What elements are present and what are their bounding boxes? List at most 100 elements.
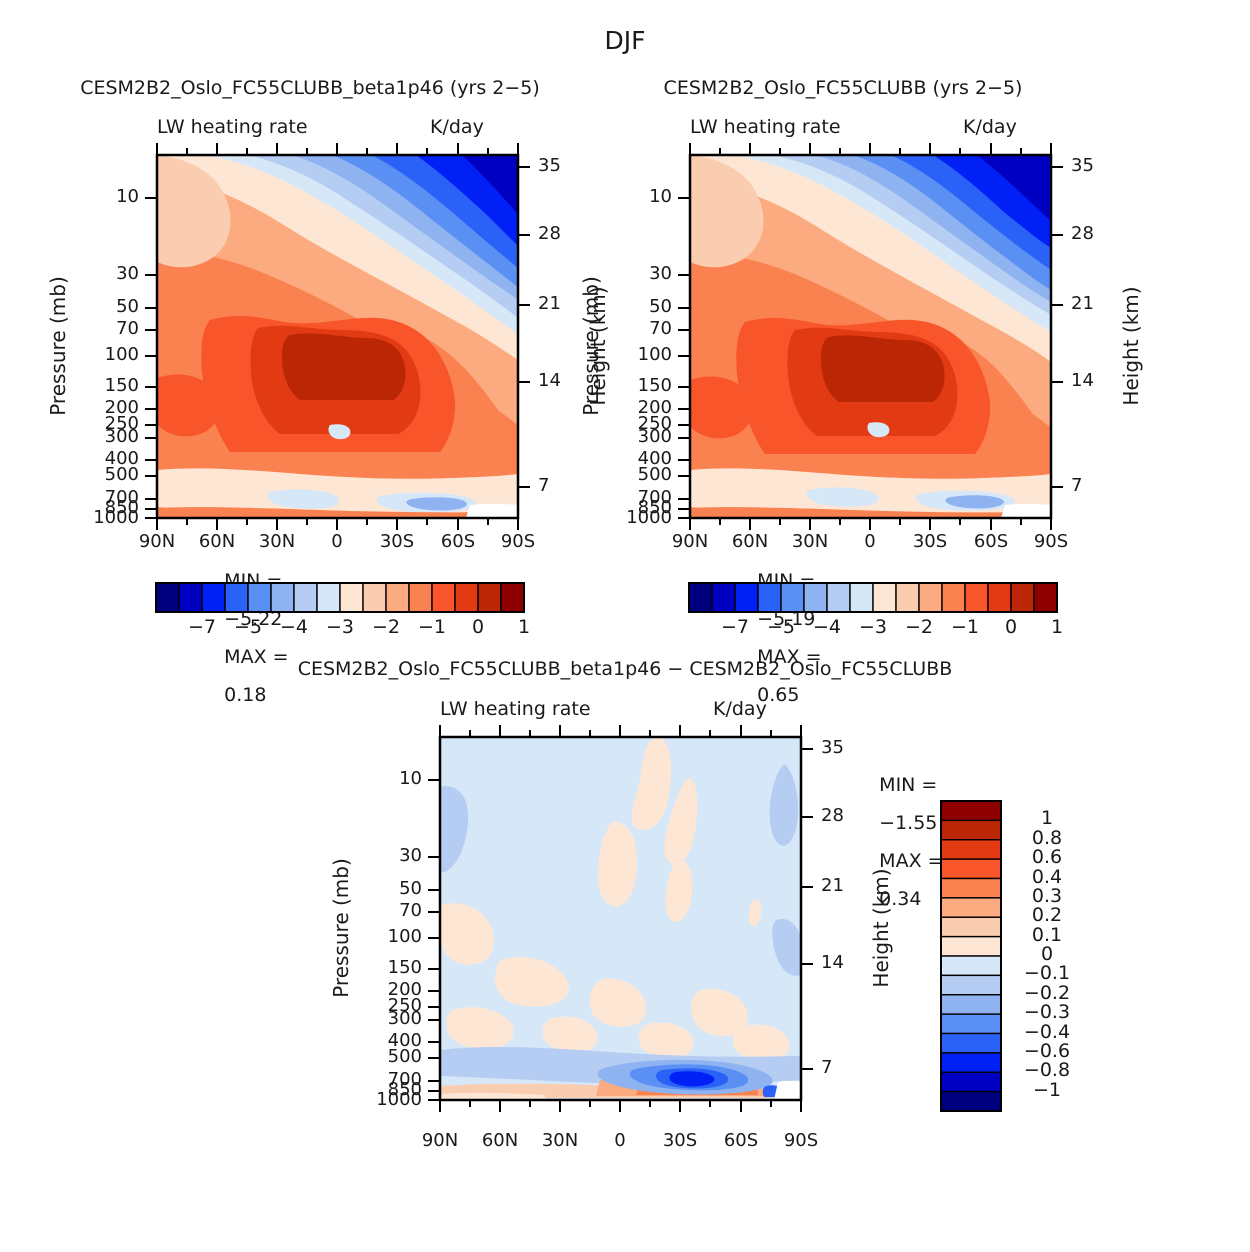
x-lbl-r6: 90S <box>1033 531 1069 552</box>
h-lbl-l3: 28 <box>538 223 561 244</box>
colorbar-tick-label: −1 <box>417 616 446 638</box>
colorbar-tick-label: −7 <box>720 616 749 638</box>
lat-tick-marks <box>156 518 519 530</box>
colorbar-cell <box>940 897 1002 918</box>
min-value-right: −5.19 <box>757 608 816 630</box>
p-lbl-l2: 50 <box>116 296 139 317</box>
panel-diff-variable-label: LW heating rate <box>440 698 591 720</box>
p-lbl-r5: 150 <box>637 375 672 396</box>
pressure-tick-marks <box>145 197 157 519</box>
h-lbl-r4: 35 <box>1071 155 1094 176</box>
colorbar-diff-cells <box>940 800 1002 1112</box>
colorbar-cell <box>940 877 1002 899</box>
p-lbl-r9: 400 <box>637 448 672 469</box>
p-lbl-r2: 50 <box>649 296 672 317</box>
h-lbl-l4: 35 <box>538 155 561 176</box>
h-lbl-d4: 35 <box>821 737 844 758</box>
min-label-diff: MIN = <box>879 774 938 796</box>
p-lbl-l7: 250 <box>104 413 139 434</box>
colorbar-cell <box>940 800 1002 822</box>
p-lbl-l5: 150 <box>104 375 139 396</box>
panel-right-variable-label: LW heating rate <box>690 116 841 138</box>
colorbar-tick-label: −4 <box>812 616 841 638</box>
panel-right-units-label: K/day <box>963 116 1017 138</box>
x-lbl-l5: 60S <box>440 531 476 552</box>
top-tick-marks <box>156 143 519 155</box>
p-lbl-l1: 30 <box>116 263 139 284</box>
p-lbl-d4: 100 <box>387 926 422 947</box>
p-lbl-r8: 300 <box>637 426 672 447</box>
min-value-diff: −1.55 <box>879 812 938 834</box>
x-lbl-l0: 90N <box>138 531 176 552</box>
h-lbl-d2: 21 <box>821 875 844 896</box>
p-lbl-d0: 10 <box>399 768 422 789</box>
h-lbl-r3: 28 <box>1071 223 1094 244</box>
p-lbl-l0: 10 <box>116 186 139 207</box>
p-lbl-l12: 850 <box>104 497 139 518</box>
colorbar-right <box>688 582 1058 613</box>
colorbar-cell <box>940 1071 1002 1093</box>
x-lbl-d1: 60N <box>481 1130 519 1151</box>
p-lbl-d12: 850 <box>387 1079 422 1100</box>
colorbar-tick-label: −0.4 <box>1023 1020 1071 1043</box>
p-lbl-d10: 500 <box>387 1046 422 1067</box>
p-lbl-d11: 700 <box>387 1069 422 1090</box>
h-lbl-d0: 7 <box>821 1057 833 1078</box>
x-lbl-d5: 60S <box>723 1130 759 1151</box>
contour-field-diff <box>440 737 801 1100</box>
panel-diff-minmax: MIN = −1.55 MAX = 0.34 <box>855 757 944 928</box>
x-lbl-r1: 60N <box>731 531 769 552</box>
colorbar-tick-label: −0.6 <box>1023 1039 1071 1062</box>
x-lbl-r4: 30S <box>912 531 948 552</box>
colorbar-tick-label: 0.3 <box>1031 884 1063 907</box>
p-lbl-d3: 70 <box>399 900 422 921</box>
p-lbl-d9: 400 <box>387 1030 422 1051</box>
panel-right-plot <box>678 143 1063 530</box>
x-lbl-r2: 30N <box>791 531 829 552</box>
max-label-diff: MAX = <box>879 850 944 872</box>
max-value-left: 0.18 <box>224 684 267 706</box>
max-label-right: MAX = <box>757 646 822 668</box>
colorbar-tick-label: 0 <box>1040 943 1054 965</box>
colorbar-tick-label: −5 <box>233 616 262 638</box>
colorbar-cell <box>940 839 1002 860</box>
panel-left-variable-label: LW heating rate <box>157 116 308 138</box>
p-lbl-d5: 150 <box>387 957 422 978</box>
colorbar-cell <box>940 1052 1002 1073</box>
p-lbl-l9: 400 <box>104 448 139 469</box>
h-lbl-r2: 21 <box>1071 293 1094 314</box>
colorbar-cell <box>940 955 1002 977</box>
height-tick-marks <box>518 166 530 488</box>
p-lbl-r4: 100 <box>637 344 672 365</box>
colorbar-tick-label: −2 <box>904 616 933 638</box>
colorbar-tick-label: −7 <box>187 616 216 638</box>
p-lbl-d1: 30 <box>399 845 422 866</box>
colorbar-tick-label: −5 <box>766 616 795 638</box>
panel-diff-units-label: K/day <box>713 698 767 720</box>
contour-field-left <box>157 155 518 518</box>
colorbar-tick-label: 0.1 <box>1031 923 1063 946</box>
colorbar-left-cells <box>155 582 525 613</box>
p-lbl-r12: 850 <box>637 497 672 518</box>
x-lbl-r3: 0 <box>864 531 876 552</box>
max-value-diff: 0.34 <box>879 888 922 910</box>
colorbar-tick-label: −1 <box>950 616 979 638</box>
colorbar-cell <box>940 1090 1002 1112</box>
panel-right-title: CESM2B2_Oslo_FC55CLUBB (yrs 2−5) <box>663 77 1023 99</box>
colorbar-tick-label: 0 <box>1004 616 1018 638</box>
x-lbl-r5: 60S <box>973 531 1009 552</box>
p-lbl-r0: 10 <box>649 186 672 207</box>
p-lbl-l4: 100 <box>104 344 139 365</box>
p-lbl-d13: 1000 <box>376 1089 422 1110</box>
p-lbl-r13: 1000 <box>626 507 672 528</box>
p-lbl-r6: 200 <box>637 397 672 418</box>
x-lbl-l4: 30S <box>379 531 415 552</box>
p-lbl-r10: 500 <box>637 464 672 485</box>
h-lbl-r0: 7 <box>1071 475 1083 496</box>
colorbar-tick-label: −0.3 <box>1023 1001 1071 1024</box>
season-title: DJF <box>604 26 646 55</box>
p-lbl-r7: 250 <box>637 413 672 434</box>
colorbar-cell <box>940 994 1002 1015</box>
h-lbl-d1: 14 <box>821 952 844 973</box>
